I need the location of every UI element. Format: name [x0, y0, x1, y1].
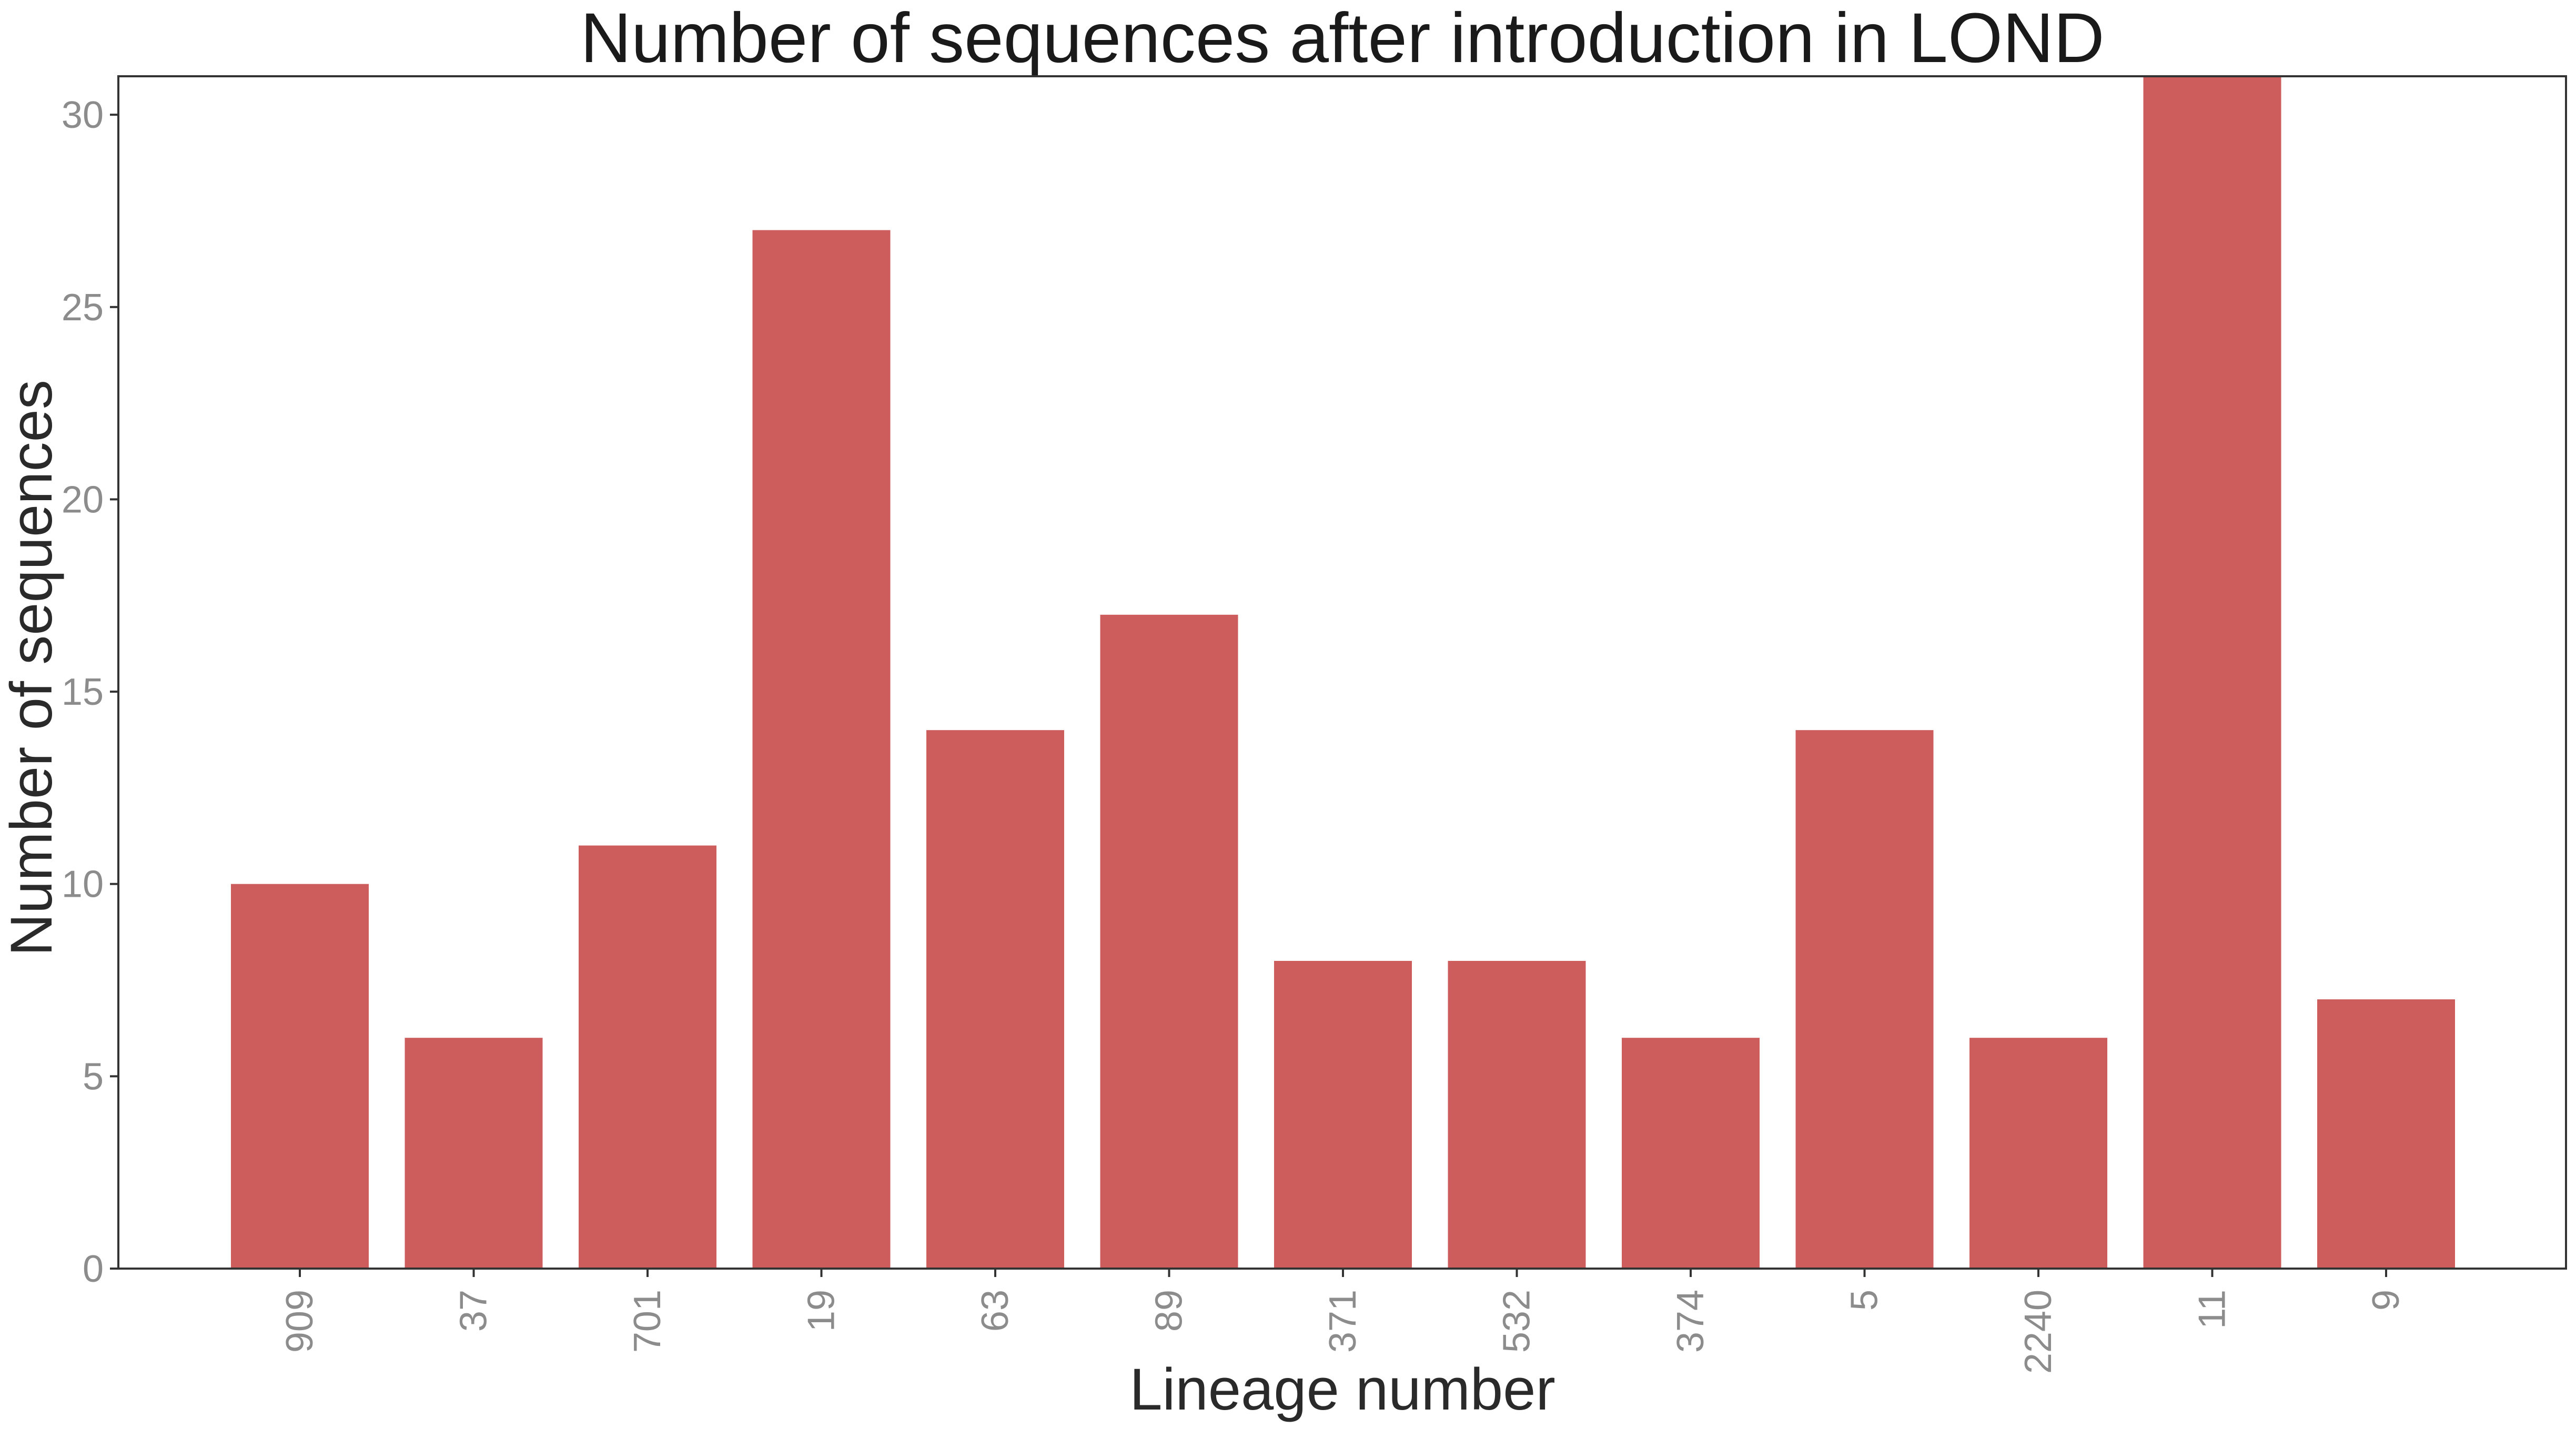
y-axis: 0 5 10 15 20 25 30: [62, 94, 118, 1290]
x-tick-label: 11: [2191, 1290, 2234, 1329]
y-axis-title: Number of sequences: [0, 380, 64, 956]
x-axis: 909 37 701 19 63 89 371 532 374 5 2240 11 9: [279, 1269, 2407, 1374]
x-tick-label: 37: [453, 1290, 495, 1332]
bar-89: [1100, 614, 1238, 1269]
x-tick-label: 19: [801, 1290, 843, 1332]
x-tick-label: 374: [1670, 1290, 1712, 1353]
y-tick-label: 10: [62, 864, 104, 906]
y-tick-label: 30: [62, 94, 104, 136]
bar-9: [2317, 999, 2455, 1269]
plot-frame: [117, 75, 2567, 1270]
bar-909: [231, 884, 369, 1269]
bar-2240: [1969, 1038, 2107, 1269]
bar-532: [1448, 960, 1586, 1269]
y-tick-label: 0: [83, 1248, 104, 1290]
bar-374: [1622, 1038, 1760, 1269]
bar-371: [1274, 960, 1412, 1269]
x-axis-title: Lineage number: [1129, 1356, 1555, 1422]
x-tick-label: 5: [1844, 1290, 1886, 1311]
x-tick-label: 89: [1148, 1290, 1190, 1332]
bar-5: [1795, 730, 1934, 1269]
bar-11: [2143, 76, 2281, 1269]
y-tick-label: 15: [62, 671, 104, 713]
y-tick-label: 25: [62, 287, 104, 329]
x-tick-label: 371: [1322, 1290, 1364, 1353]
x-tick-label: 532: [1496, 1290, 1538, 1353]
y-tick-label: 5: [83, 1056, 104, 1098]
x-tick-label: 2240: [2017, 1290, 2059, 1374]
x-tick-label: 63: [974, 1290, 1016, 1332]
y-tick-label: 20: [62, 479, 104, 521]
bar-19: [752, 230, 891, 1269]
bar-series: [231, 76, 2455, 1269]
chart-title: Number of sequences after introduction i…: [580, 0, 2104, 77]
bar-701: [579, 845, 716, 1269]
bar-63: [926, 730, 1064, 1269]
x-tick-label: 701: [627, 1290, 669, 1353]
x-tick-label: 9: [2365, 1290, 2407, 1311]
bar-37: [405, 1038, 543, 1269]
x-tick-label: 909: [279, 1290, 321, 1353]
